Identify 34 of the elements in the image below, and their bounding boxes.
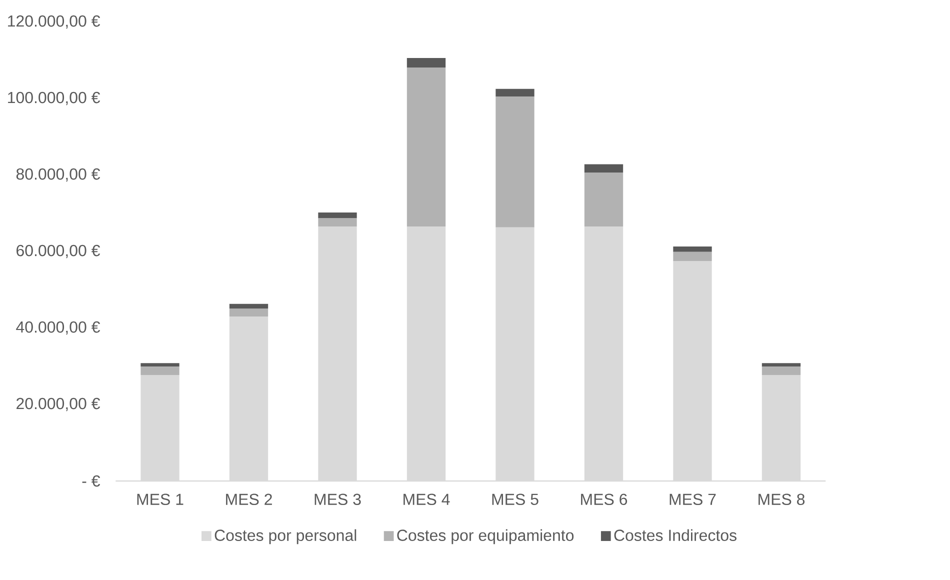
y-tick-label: 60.000,00 €: [16, 244, 100, 258]
x-tick-label: MES 6: [581, 494, 628, 506]
legend-label: Costes por personal: [214, 529, 356, 544]
bar: [496, 88, 534, 97]
x-tick-label: MES 1: [137, 494, 184, 506]
bar: [496, 96, 534, 228]
y-tick-label: 20.000,00 €: [16, 398, 100, 412]
bar: [584, 164, 624, 173]
bar: [673, 246, 712, 252]
x-tick-label: MES 3: [314, 494, 361, 506]
legend-label: Costes Indirectos: [614, 529, 736, 541]
x-tick-label: MES 5: [492, 494, 538, 506]
bar: [406, 58, 446, 68]
bar: [229, 308, 268, 317]
bar: [318, 212, 357, 218]
bar: [229, 304, 268, 308]
bar: [762, 363, 801, 367]
y-tick-label: 100.000,00 €: [8, 92, 100, 106]
legend-label: Costes por equipamiento: [397, 529, 574, 544]
x-tick-label: MES 8: [758, 494, 805, 506]
bar: [762, 366, 801, 376]
x-tick-label: MES 2: [226, 494, 272, 506]
bar: [584, 172, 624, 227]
y-tick-label: 120.000,00 €: [8, 15, 100, 29]
x-tick-label: MES 4: [404, 494, 450, 506]
bar: [406, 68, 446, 227]
y-tick-label: 40.000,00 €: [16, 321, 100, 335]
bar: [318, 218, 357, 227]
y-tick-label: - €: [82, 475, 100, 487]
y-tick-label: 80.000,00 €: [16, 168, 100, 182]
bar: [140, 366, 180, 376]
x-tick-label: MES 7: [670, 494, 716, 506]
bar: [673, 252, 712, 262]
bar: [140, 363, 180, 367]
